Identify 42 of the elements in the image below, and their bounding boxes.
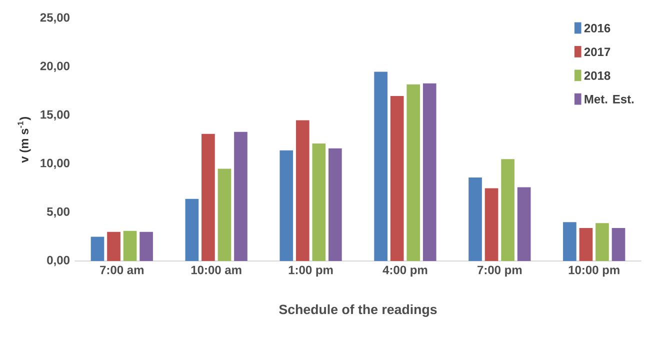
x-tick-label: 4:00 pm [382,266,428,277]
x-tick-label: 7:00 am [100,266,144,274]
bar [406,84,420,261]
bar [185,198,199,261]
bar [517,187,531,261]
bar [328,148,342,261]
y-tick-label: 20,00 [40,62,70,72]
bar [612,228,626,261]
bar [296,120,310,261]
bar [90,236,104,261]
bar [202,134,215,261]
x-tick-label: 10:00 am [191,266,242,274]
x-tick-label: 10:00 pm [568,266,620,277]
bar [468,178,482,261]
bar [563,222,576,261]
x-axis-title: Schedule of the readings [279,304,437,317]
legend-label: 2016 [584,24,610,32]
y-tick-label: 10,00 [40,158,70,170]
bar [484,188,498,261]
bar [218,168,232,261]
bar [312,144,326,261]
bar [107,232,120,261]
legend-label: 2017 [584,48,610,56]
y-tick-label: 15,00 [40,110,70,121]
legend-label: 2018 [584,71,610,80]
bar [422,83,436,261]
bar [501,159,514,261]
bar [140,232,153,261]
x-tick-label: 1:00 pm [288,266,333,277]
bar [596,223,609,261]
bar [390,96,404,261]
bar [374,72,388,261]
y-tick-label: 0,00 [47,256,70,266]
bar [234,132,248,261]
y-tick-label: 5,00 [46,207,70,218]
bar [579,228,593,261]
bar [123,230,137,261]
bar [280,150,294,261]
y-axis-title: v (m s$^{-1}$) [18,117,31,163]
legend-label: Met. Est. [584,95,634,104]
x-tick-label: 7:00 pm [478,266,522,277]
y-tick-label: 25,00 [40,13,70,24]
